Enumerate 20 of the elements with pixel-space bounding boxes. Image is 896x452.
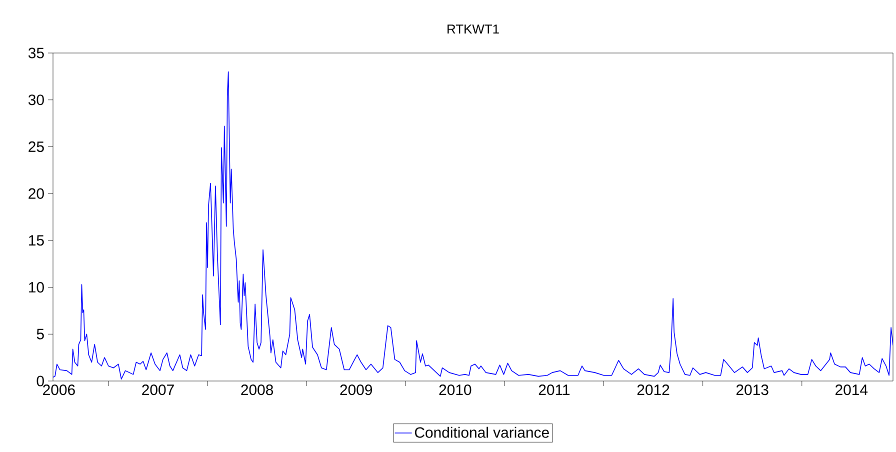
x-tick-label: 2008	[241, 384, 274, 396]
y-tick-label: 30	[28, 94, 44, 106]
y-tick-label: 10	[29, 282, 44, 293]
x-tick-label: 2013	[736, 384, 768, 396]
x-tick-label: 2012	[637, 384, 670, 396]
legend-label: Conditional variance	[414, 426, 549, 438]
y-tick-label: 25	[28, 141, 44, 152]
y-tick-label: 20	[28, 188, 44, 199]
x-tick-label: 2009	[340, 384, 372, 396]
x-tick-label: 2007	[142, 384, 174, 396]
x-tick-label: 2010	[439, 384, 472, 396]
chart-title: RTKWT1	[448, 24, 499, 34]
y-tick-label: 5	[36, 328, 44, 340]
y-tick-label: 35	[28, 48, 44, 58]
x-tick-label: 2014	[836, 384, 868, 396]
line-series	[53, 71, 894, 380]
y-tick-label: 15	[29, 235, 44, 246]
y-tick-label: 0	[36, 376, 44, 386]
x-tick-label: 2011	[538, 384, 570, 396]
x-tick-label: 2006	[43, 384, 75, 396]
